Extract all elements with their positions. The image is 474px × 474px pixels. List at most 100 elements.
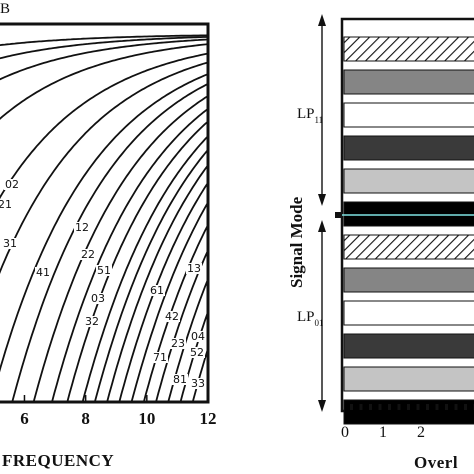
curve-label: 32 <box>85 315 99 328</box>
curve-label-bg <box>189 347 205 358</box>
curve-group <box>0 34 208 402</box>
curve-label-bg <box>74 222 90 233</box>
curve-label-bg <box>90 293 106 304</box>
mode-curve <box>66 120 208 402</box>
mode-bar <box>343 399 474 425</box>
curve-label: 02 <box>5 178 19 191</box>
curve-label-bg <box>186 263 202 274</box>
mode-bar <box>343 366 474 392</box>
minor-tick <box>359 404 363 410</box>
mode-bar <box>343 36 474 62</box>
curve-label-bg <box>35 267 51 278</box>
minor-tick <box>369 404 372 410</box>
minor-tick <box>378 404 382 410</box>
x-tick-label-right: 0 <box>341 424 349 441</box>
mode-bar <box>343 168 474 194</box>
mode-curve <box>130 200 208 402</box>
minor-tick <box>416 404 420 410</box>
curve-label-bg <box>164 311 180 322</box>
x-tick-label: 12 <box>200 409 217 428</box>
minor-tick <box>464 404 467 410</box>
curve-label-bg <box>0 199 13 210</box>
mode-bar <box>343 135 474 161</box>
mode-curve <box>0 38 208 81</box>
mode-curve <box>106 163 208 402</box>
mode-curve <box>51 107 208 402</box>
minor-tick <box>350 404 353 410</box>
mode-curve <box>167 276 208 402</box>
mode-curve <box>142 222 208 402</box>
mode-curve <box>32 94 208 402</box>
x-tick-label-right: 1 <box>379 424 387 441</box>
mode-bar <box>343 234 474 260</box>
curve-label-bg <box>172 374 188 385</box>
overlap-chart: 0 1 2 LP11 LP01 Signal Mode Overl <box>287 14 474 472</box>
mode-bar <box>343 267 474 293</box>
x-tick-label: 6 <box>20 409 29 428</box>
curve-label: 21 <box>0 198 12 211</box>
x-tick-label: 8 <box>81 409 90 428</box>
curve-label-bg <box>96 265 112 276</box>
y-axis-title: Signal Mode <box>287 196 306 288</box>
minor-tick <box>435 404 439 410</box>
mode-curve <box>81 134 208 402</box>
mode-curve <box>0 52 208 200</box>
mode-bar <box>343 102 474 128</box>
x-axis-title-right: Overl <box>414 453 458 472</box>
curve-label: 13 <box>187 262 201 275</box>
minor-tick <box>426 404 429 410</box>
x-axis-ticks: 6 8 10 12 <box>20 395 217 428</box>
curve-label: 04 <box>191 330 205 343</box>
mode-bar <box>343 69 474 95</box>
plot-frame <box>0 22 210 404</box>
bar-group <box>343 36 474 425</box>
mode-curve <box>93 148 208 402</box>
curve-label-bg <box>152 352 168 363</box>
minor-tick <box>407 404 410 410</box>
mode-curve <box>0 34 208 47</box>
curve-label: 42 <box>165 310 179 323</box>
x-tick-label-right: 2 <box>417 424 425 441</box>
minor-tick <box>454 404 458 410</box>
signal-mode-axis <box>318 14 326 412</box>
minor-tick <box>388 404 391 410</box>
corner-label: B <box>0 1 10 17</box>
curve-label: 31 <box>3 237 17 250</box>
curve-label: 51 <box>97 264 111 277</box>
minor-tick <box>445 404 448 410</box>
mode-curve <box>0 35 208 60</box>
group-label-lp01: LP01 <box>297 309 324 328</box>
curve-label: 52 <box>190 346 204 359</box>
curve-label: 71 <box>153 351 167 364</box>
mode-curve <box>0 61 208 275</box>
curve-label-bg <box>2 238 18 249</box>
mode-curve <box>0 73 208 373</box>
mode-bar <box>343 300 474 326</box>
bottom-ticks: 0 1 2 <box>341 404 474 441</box>
curve-label: 03 <box>91 292 105 305</box>
curve-label: 41 <box>36 266 50 279</box>
curve-label-bg <box>149 285 165 296</box>
minor-tick <box>397 404 401 410</box>
mode-curve <box>0 43 208 120</box>
divider-marker-left <box>335 212 342 218</box>
curve-label-bg <box>80 249 96 260</box>
curve-label: 23 <box>171 337 185 350</box>
curve-label: 81 <box>173 373 187 386</box>
curve-label-bg <box>4 179 20 190</box>
x-axis-title: FREQUENCY <box>2 451 114 470</box>
curve-label-bg <box>170 338 186 349</box>
mode-curve <box>11 82 208 402</box>
curve-label-bg <box>190 331 206 342</box>
x-tick-label: 10 <box>138 409 155 428</box>
curve-label: 61 <box>150 284 164 297</box>
mode-bar <box>343 201 474 227</box>
curve-label-bg <box>84 316 100 327</box>
curve-label: 12 <box>75 221 89 234</box>
mode-bar <box>343 333 474 359</box>
curve-label: 33 <box>191 377 205 390</box>
curve-label-bg <box>190 378 206 389</box>
